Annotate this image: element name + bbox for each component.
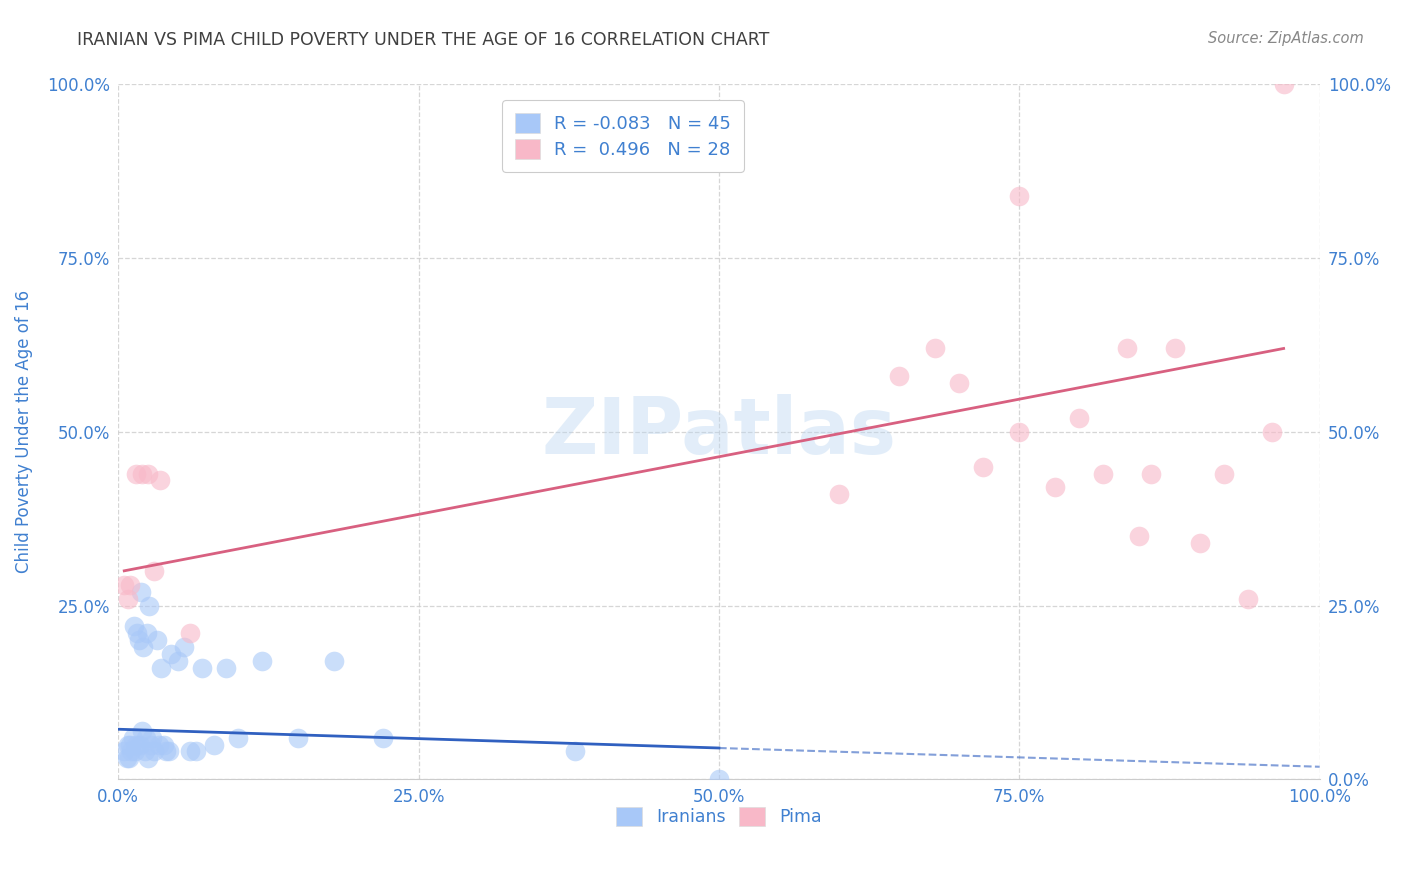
Point [117, 738, 139, 752]
Point [153, 738, 176, 752]
Point [1128, 529, 1150, 543]
Point [149, 474, 172, 488]
Point [828, 487, 851, 501]
Point [564, 744, 586, 758]
Point [117, 591, 139, 606]
Point [1069, 411, 1091, 425]
Point [1260, 425, 1282, 439]
Point [120, 744, 142, 758]
Text: IRANIAN VS PIMA CHILD POVERTY UNDER THE AGE OF 16 CORRELATION CHART: IRANIAN VS PIMA CHILD POVERTY UNDER THE … [77, 31, 769, 49]
Point [1116, 342, 1139, 356]
Point [191, 661, 214, 675]
Point [889, 369, 911, 384]
Point [145, 633, 167, 648]
Point [924, 342, 946, 356]
Point [143, 744, 166, 758]
Point [186, 744, 208, 758]
Point [112, 744, 135, 758]
Point [1092, 467, 1115, 481]
Text: Source: ZipAtlas.com: Source: ZipAtlas.com [1208, 31, 1364, 46]
Point [167, 654, 190, 668]
Point [1164, 342, 1187, 356]
Point [121, 731, 143, 745]
Point [129, 584, 152, 599]
Point [120, 578, 142, 592]
Point [131, 723, 153, 738]
Point [118, 751, 141, 765]
Point [287, 731, 309, 745]
Point [120, 738, 142, 752]
Point [1188, 536, 1211, 550]
Point [124, 744, 146, 758]
Point [1045, 480, 1067, 494]
Point [323, 654, 346, 668]
Point [179, 626, 201, 640]
Text: ZIPatlas: ZIPatlas [541, 394, 897, 470]
Point [202, 738, 225, 752]
Point [122, 619, 145, 633]
Point [707, 772, 730, 787]
Point [1140, 467, 1163, 481]
Point [136, 751, 159, 765]
Point [136, 467, 159, 481]
Point [125, 738, 148, 752]
Point [155, 744, 177, 758]
Point [132, 640, 155, 655]
Point [228, 731, 250, 745]
Point [1272, 78, 1295, 92]
Point [972, 459, 994, 474]
Point [173, 640, 195, 655]
Point [1008, 188, 1031, 202]
Point [1236, 591, 1258, 606]
Point [141, 731, 163, 745]
Point [131, 467, 153, 481]
Point [128, 633, 150, 648]
Point [135, 731, 157, 745]
Point [371, 731, 394, 745]
Point [115, 751, 138, 765]
Point [128, 738, 150, 752]
Point [148, 738, 170, 752]
Point [215, 661, 238, 675]
Point [252, 654, 274, 668]
Point [125, 467, 148, 481]
Point [139, 738, 162, 752]
Point [948, 376, 970, 391]
Point [134, 744, 156, 758]
Point [127, 626, 149, 640]
Legend: Iranians, Pima: Iranians, Pima [609, 800, 830, 833]
Point [157, 744, 180, 758]
Y-axis label: Child Poverty Under the Age of 16: Child Poverty Under the Age of 16 [15, 290, 32, 574]
Point [143, 564, 166, 578]
Point [1008, 425, 1031, 439]
Point [160, 647, 183, 661]
Point [179, 744, 201, 758]
Point [136, 626, 159, 640]
Point [1212, 467, 1234, 481]
Point [112, 578, 135, 592]
Point [150, 661, 173, 675]
Point [138, 599, 160, 613]
